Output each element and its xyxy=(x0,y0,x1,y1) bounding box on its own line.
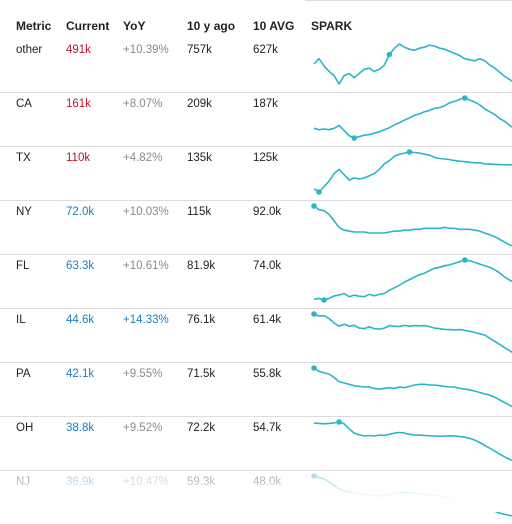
current-cell: 110k xyxy=(66,152,91,164)
current-cell: 38.8k xyxy=(66,422,95,434)
metric-cell: OH xyxy=(16,422,34,434)
yoy-cell: +10.39% xyxy=(123,44,169,56)
ten-y-ago-cell: 135k xyxy=(187,152,212,164)
yoy-cell: +8.07% xyxy=(123,98,163,110)
sparkline-max-marker xyxy=(406,149,413,155)
table-row[interactable]: NY 72.0k +10.03% 115k 92.0k xyxy=(0,200,512,254)
sparkline-min-marker xyxy=(321,297,327,303)
ten-y-ago-cell: 72.2k xyxy=(187,422,216,434)
table-row[interactable]: CA 161k +8.07% 209k 187k xyxy=(0,92,512,146)
current-cell: 72.0k xyxy=(66,206,95,218)
yoy-cell: +4.82% xyxy=(123,152,163,164)
ten-y-ago-cell: 81.9k xyxy=(187,260,216,272)
sparkline xyxy=(313,43,512,85)
sparkline xyxy=(311,311,512,354)
column-header-yoy[interactable]: YoY xyxy=(123,19,146,33)
ten-avg-cell: 92.0k xyxy=(253,206,282,218)
ten-avg-cell: 55.8k xyxy=(253,368,282,380)
sparkline xyxy=(311,203,512,247)
yoy-cell: +14.33% xyxy=(123,314,169,326)
sparkline-max-marker xyxy=(336,419,342,425)
metric-cell: CA xyxy=(16,98,32,110)
column-header-10-avg[interactable]: 10 AVG xyxy=(253,19,295,33)
sparkline xyxy=(311,365,512,408)
sparkline-max-marker xyxy=(311,365,317,371)
table-row[interactable]: OH 38.8k +9.52% 72.2k 54.7k xyxy=(0,416,512,470)
ten-avg-cell: 54.7k xyxy=(253,422,282,434)
row-separator xyxy=(0,254,512,255)
sparkline xyxy=(313,419,512,462)
ten-y-ago-cell: 115k xyxy=(187,206,212,218)
sparkline xyxy=(313,95,512,141)
row-separator xyxy=(0,362,512,363)
ten-y-ago-cell: 209k xyxy=(187,98,212,110)
ten-avg-cell: 187k xyxy=(253,98,278,110)
sparkline xyxy=(313,149,512,195)
row-separator xyxy=(0,92,512,93)
metric-cell: IL xyxy=(16,314,26,326)
current-cell: 491k xyxy=(66,44,91,56)
sparkline-max-marker xyxy=(311,311,317,317)
sparkline-min-marker xyxy=(316,189,322,195)
table-row[interactable]: FL 63.3k +10.61% 81.9k 74.0k xyxy=(0,254,512,308)
row-separator xyxy=(0,416,512,417)
column-header-spark[interactable]: SPARK xyxy=(311,19,353,33)
metric-cell: TX xyxy=(16,152,31,164)
sparkline xyxy=(313,257,512,303)
ten-y-ago-cell: 71.5k xyxy=(187,368,216,380)
column-header-10y-ago[interactable]: 10 y ago xyxy=(187,19,236,33)
sparkline-path xyxy=(313,43,512,85)
current-cell: 63.3k xyxy=(66,260,95,272)
table-row[interactable]: IL 44.6k +14.33% 76.1k 61.4k xyxy=(0,308,512,362)
yoy-cell: +10.61% xyxy=(123,260,169,272)
table-header: Metric Current YoY 10 y ago 10 AVG SPARK xyxy=(0,0,512,38)
sparkline-max-marker xyxy=(462,257,468,263)
metric-cell: PA xyxy=(16,368,31,380)
ten-avg-cell: 61.4k xyxy=(253,314,282,326)
bottom-fade-overlay xyxy=(0,472,512,512)
sparkline-max-marker xyxy=(386,51,393,58)
row-separator xyxy=(0,146,512,147)
sparkline-min-marker xyxy=(351,135,357,141)
sparkline-path xyxy=(313,259,512,301)
metric-cell: other xyxy=(16,44,43,56)
ten-y-ago-cell: 76.1k xyxy=(187,314,216,326)
sparkline-path xyxy=(313,313,512,354)
table-row[interactable]: PA 42.1k +9.55% 71.5k 55.8k xyxy=(0,362,512,416)
yoy-cell: +10.03% xyxy=(123,206,169,218)
metric-cell: NY xyxy=(16,206,32,218)
current-cell: 161k xyxy=(66,98,91,110)
sparkline-path xyxy=(313,97,512,139)
spark-header-top-border xyxy=(305,0,512,1)
yoy-cell: +9.55% xyxy=(123,368,163,380)
yoy-cell: +9.52% xyxy=(123,422,163,434)
column-header-metric[interactable]: Metric xyxy=(16,19,52,33)
ten-avg-cell: 74.0k xyxy=(253,260,282,272)
sparkline-max-marker xyxy=(311,203,317,209)
sparkline-path xyxy=(313,205,512,247)
sparkline-path xyxy=(313,367,512,408)
sparkline-max-marker xyxy=(462,95,468,101)
table-row[interactable]: TX 110k +4.82% 135k 125k xyxy=(0,146,512,200)
metric-cell: FL xyxy=(16,260,30,272)
row-separator xyxy=(0,470,512,471)
sparkline-path xyxy=(313,421,512,462)
row-separator xyxy=(0,200,512,201)
sparkline-path xyxy=(313,151,512,193)
current-cell: 42.1k xyxy=(66,368,95,380)
row-separator xyxy=(0,308,512,309)
ten-y-ago-cell: 757k xyxy=(187,44,212,56)
ten-avg-cell: 125k xyxy=(253,152,278,164)
current-cell: 44.6k xyxy=(66,314,95,326)
column-header-current[interactable]: Current xyxy=(66,19,110,33)
table-row[interactable]: other 491k +10.39% 757k 627k xyxy=(0,38,512,92)
ten-avg-cell: 627k xyxy=(253,44,278,56)
